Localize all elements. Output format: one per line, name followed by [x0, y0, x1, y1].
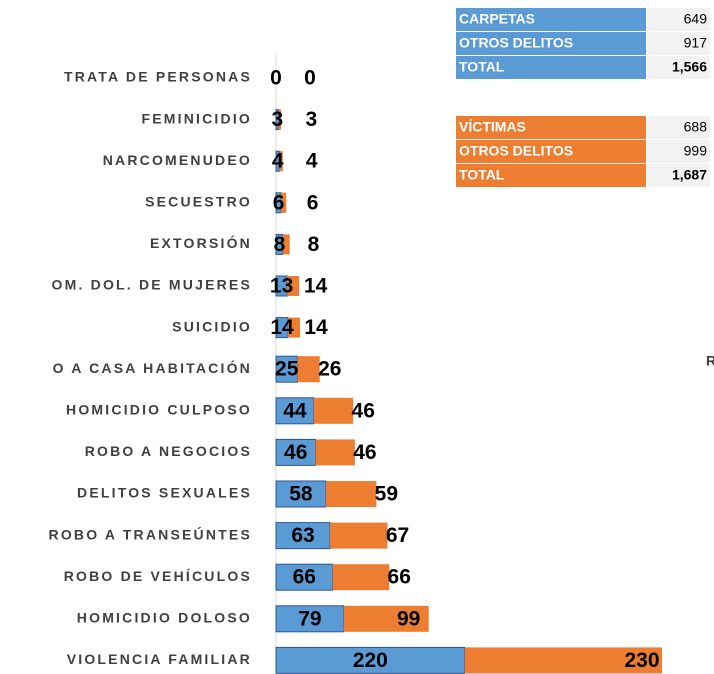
table-label: OTROS DELITOS — [459, 35, 573, 51]
table-value: 917 — [684, 35, 708, 51]
bar-victimas — [297, 356, 320, 383]
value-label: 220 — [353, 649, 388, 672]
value-label: 14 — [304, 316, 328, 339]
value-label: 0 — [304, 67, 316, 90]
bar-carpetas — [275, 397, 315, 425]
value-label: 67 — [386, 524, 409, 547]
value-label: 0 — [270, 67, 282, 90]
bar-victimas — [281, 192, 287, 213]
table-value: 1,687 — [672, 167, 707, 183]
category-label: ROBO DE VEHÍCULOS — [64, 568, 252, 584]
bar-carpetas — [275, 438, 316, 466]
bar-victimas — [288, 317, 301, 338]
table-value: 688 — [684, 119, 708, 135]
table-label: TOTAL — [459, 59, 505, 75]
category-label: FEMINICIDIO — [141, 110, 252, 126]
bar-carpetas — [275, 480, 327, 508]
value-label: 230 — [624, 649, 659, 672]
bar-victimas — [313, 397, 354, 424]
bar-victimas — [287, 276, 300, 296]
table-label: CARPETAS — [459, 11, 535, 27]
table-value: 999 — [684, 143, 708, 159]
value-label: 6 — [273, 191, 285, 214]
value-label: 8 — [274, 233, 286, 256]
value-label: 26 — [318, 358, 341, 381]
value-label: 99 — [397, 607, 420, 630]
bar-victimas — [332, 564, 390, 591]
bar-victimas — [330, 522, 388, 549]
table-value-cell — [647, 116, 710, 139]
table-header-cell — [456, 140, 646, 163]
value-label: 8 — [308, 233, 320, 256]
category-label: SUICIDIO — [172, 318, 252, 334]
value-label: 25 — [275, 358, 299, 381]
value-label: 3 — [305, 108, 317, 131]
value-label: 66 — [293, 566, 316, 589]
bar-victimas — [282, 234, 290, 255]
table-value: 1,566 — [672, 59, 707, 75]
table-value: 649 — [684, 11, 708, 27]
value-label: 14 — [304, 275, 328, 298]
table-label: VÍCTIMAS — [459, 119, 526, 135]
table-value-cell — [647, 140, 710, 163]
category-label: OM. DOL. DE MUJERES — [52, 277, 252, 293]
table-value-cell — [647, 32, 710, 55]
value-label: 4 — [306, 150, 318, 173]
table-header-cell — [456, 116, 646, 139]
bar-victimas — [343, 605, 429, 632]
bar-victimas — [325, 481, 377, 507]
category-label: NARCOMENUDEO — [103, 152, 252, 168]
value-label: 3 — [271, 108, 283, 131]
bar-carpetas — [275, 646, 466, 674]
value-label: 4 — [272, 150, 284, 173]
value-label: 46 — [284, 441, 307, 464]
category-label: EXTORSIÓN — [150, 234, 252, 251]
value-label: 58 — [289, 483, 313, 506]
table-header-cell — [456, 32, 646, 55]
bar-victimas — [279, 151, 283, 172]
table-header-cell — [456, 8, 646, 31]
value-label: 6 — [307, 191, 319, 214]
table-header-cell — [456, 164, 646, 187]
value-label: 79 — [298, 607, 321, 630]
category-label: HOMICIDIO CULPOSO — [66, 402, 252, 418]
category-label: ROBO A TRANSEÚNTES — [49, 525, 252, 542]
value-label: 13 — [270, 275, 293, 298]
table-value-cell — [647, 164, 710, 187]
value-label: 63 — [291, 524, 314, 547]
table-header-cell — [456, 56, 646, 79]
category-label: VIOLENCIA FAMILIAR — [67, 651, 252, 667]
bar-victimas — [278, 109, 282, 130]
value-label: 46 — [353, 441, 376, 464]
value-label: 59 — [375, 483, 398, 506]
table-value-cell — [647, 56, 710, 79]
annotation: R — [706, 353, 714, 369]
category-label: SECUESTRO — [145, 194, 252, 210]
table-label: TOTAL — [459, 167, 505, 183]
bar-carpetas — [275, 605, 345, 633]
value-label: 44 — [283, 399, 307, 422]
table-label: OTROS DELITOS — [459, 143, 573, 159]
category-label: HOMICIDIO DOLOSO — [77, 610, 252, 626]
value-label: 46 — [352, 399, 375, 422]
category-label: TRATA DE PERSONAS — [64, 69, 252, 85]
value-label: 14 — [270, 316, 294, 339]
category-label: ROBO A NEGOCIOS — [85, 443, 252, 459]
category-label: O A CASA HABITACIÓN — [53, 359, 252, 376]
value-label: 66 — [388, 566, 411, 589]
table-value-cell — [647, 8, 710, 31]
bar-victimas — [464, 647, 662, 674]
bar-victimas — [315, 439, 355, 466]
category-label: DELITOS SEXUALES — [77, 485, 252, 501]
